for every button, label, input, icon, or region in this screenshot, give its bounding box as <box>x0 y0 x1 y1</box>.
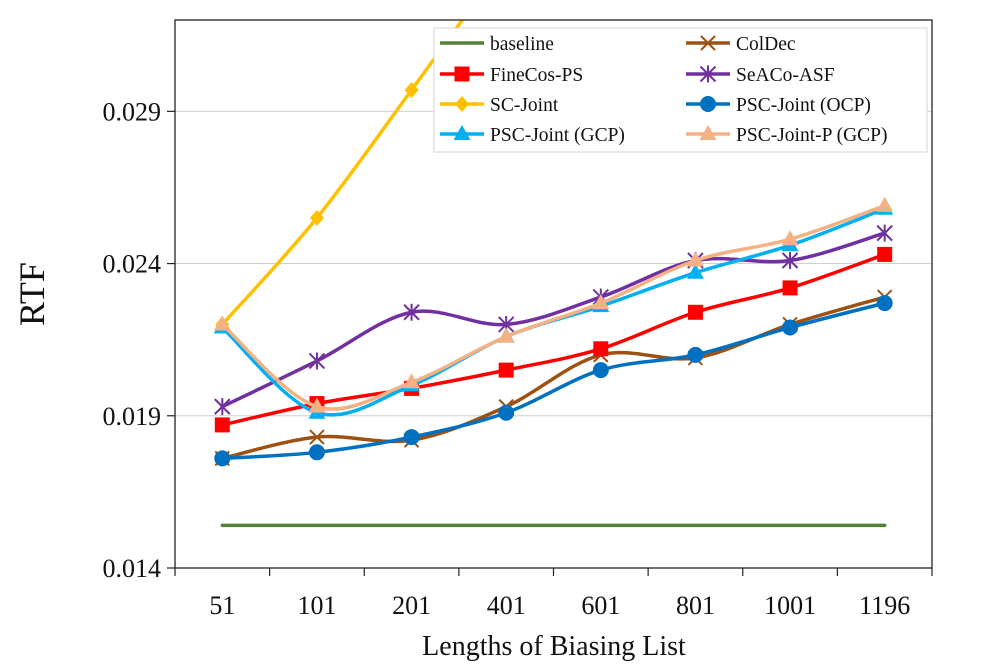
y-tick-label: 0.014 <box>103 554 162 583</box>
y-tick-label: 0.029 <box>103 97 162 126</box>
legend-entry: ColDec <box>686 34 796 55</box>
data-point <box>214 398 231 416</box>
legend: baseline ColDec FineCos-PS SeACo-ASF SC-Join… <box>433 27 928 153</box>
legend-label: PSC-Joint-P (GCP) <box>736 125 888 146</box>
series-psc-joint-ocp <box>214 295 893 467</box>
data-point <box>404 82 419 99</box>
data-point <box>403 373 421 389</box>
data-point <box>403 429 420 446</box>
x-tick-label: 601 <box>581 591 620 620</box>
data-point <box>876 196 894 212</box>
x-tick-label: 1001 <box>764 591 816 620</box>
x-tick-label: 1196 <box>859 591 910 620</box>
data-point <box>309 209 324 226</box>
legend-marker <box>454 66 470 82</box>
legend-entry: PSC-Joint (GCP) <box>440 125 625 146</box>
data-point <box>308 397 326 413</box>
data-point <box>592 362 609 379</box>
series-line <box>220 20 465 327</box>
y-tick-label: 0.024 <box>103 250 162 279</box>
legend-label: baseline <box>490 34 554 55</box>
data-point <box>309 429 325 445</box>
legend-label: ColDec <box>736 34 796 55</box>
legend-marker <box>453 125 471 140</box>
legend-entry: SC-Joint <box>440 95 559 116</box>
data-point <box>686 251 704 267</box>
axes: 0.014 0.019 0.024 0.029 51 101 201 401 601 801 100… <box>103 97 933 620</box>
data-point <box>782 319 799 336</box>
legend-entry: FineCos-PS <box>440 65 583 86</box>
series-line <box>220 301 887 461</box>
legend-box <box>433 27 928 153</box>
data-point <box>781 230 799 246</box>
legend-entry: PSC-Joint (OCP) <box>686 95 871 116</box>
series-line <box>220 295 887 461</box>
legend-label: SC-Joint <box>490 95 559 116</box>
data-point <box>592 294 610 310</box>
x-tick-label: 201 <box>392 591 431 620</box>
legend-marker <box>699 125 717 140</box>
data-point <box>876 224 893 242</box>
legend-label: PSC-Joint (OCP) <box>736 95 871 116</box>
y-axis-title: RTF <box>12 262 52 326</box>
legend-marker <box>700 35 716 51</box>
legend-marker <box>455 96 469 112</box>
data-point <box>308 352 326 370</box>
data-point <box>308 444 325 461</box>
legend-label: PSC-Joint (GCP) <box>490 125 625 146</box>
data-point <box>498 404 515 421</box>
x-tick-label: 51 <box>209 591 235 620</box>
series-line <box>220 231 887 409</box>
series-seaco-asf <box>214 224 893 416</box>
data-point <box>214 450 231 467</box>
data-point <box>593 341 609 357</box>
y-tick-label: 0.019 <box>103 402 162 431</box>
legend-label: SeACo-ASF <box>736 65 835 86</box>
data-point <box>214 417 230 433</box>
series-group <box>213 20 894 528</box>
data-point <box>498 362 514 378</box>
legend-label: FineCos-PS <box>490 65 583 86</box>
data-point <box>687 304 703 320</box>
series-psc-joint-p-gcp <box>213 196 894 413</box>
legend-entry: PSC-Joint-P (GCP) <box>686 125 888 146</box>
data-point <box>403 303 420 321</box>
x-tick-label: 401 <box>487 591 526 620</box>
x-tick-label: 101 <box>297 591 336 620</box>
data-point <box>687 346 704 363</box>
data-point <box>497 327 515 343</box>
legend-entry: baseline <box>440 34 554 55</box>
data-point <box>781 252 799 270</box>
legend-marker <box>700 96 716 112</box>
data-point <box>877 246 893 262</box>
data-point <box>782 280 798 296</box>
data-point <box>213 315 231 331</box>
legend-marker <box>699 65 717 83</box>
legend-entry: SeACo-ASF <box>686 65 835 86</box>
data-point <box>876 295 893 312</box>
data-point <box>686 263 704 279</box>
x-tick-label: 801 <box>676 591 715 620</box>
x-axis-title: Lengths of Biasing List <box>422 631 686 662</box>
